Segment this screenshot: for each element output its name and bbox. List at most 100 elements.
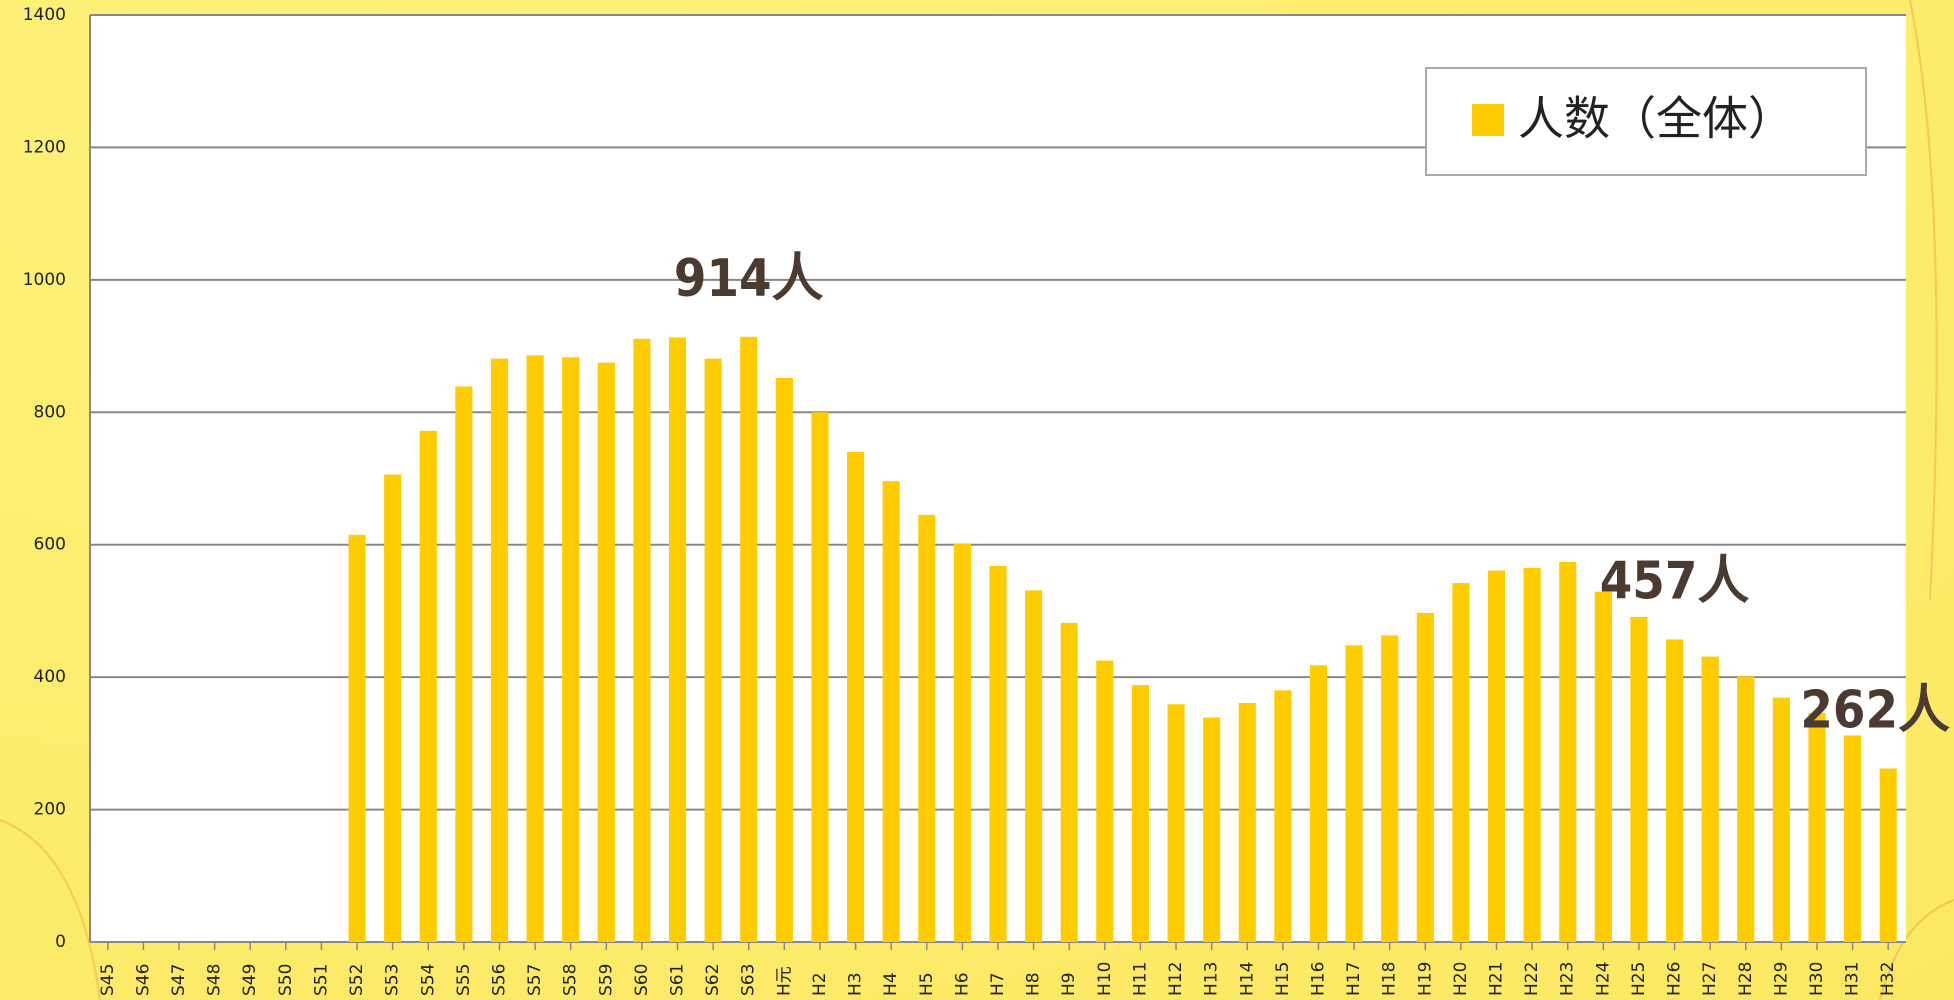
x-tick-label: H2: [810, 972, 830, 996]
x-tick-label: H18: [1380, 962, 1400, 996]
x-tick-label: H19: [1415, 962, 1435, 996]
x-tick-label: S49: [240, 964, 260, 996]
bar: [740, 336, 758, 943]
bar: [490, 358, 509, 943]
bar: [1630, 616, 1648, 942]
x-tick-label: S52: [347, 964, 367, 996]
x-tick-label: H17: [1344, 962, 1364, 996]
y-tick-label: 0: [55, 932, 66, 952]
x-tick-label: S51: [311, 964, 331, 996]
bar: [1523, 567, 1541, 942]
x-tick-label: H25: [1629, 962, 1649, 996]
y-tick-label: 1400: [23, 5, 66, 25]
bar: [1381, 635, 1399, 942]
x-tick-label: S45: [98, 964, 118, 996]
bar: [1772, 697, 1790, 942]
y-tick-label: 200: [34, 800, 66, 820]
bar: [348, 534, 366, 942]
x-tick-label: S57: [525, 964, 545, 996]
x-tick-label: S63: [739, 964, 759, 996]
x-tick-label: S47: [169, 964, 189, 996]
x-tick-label: H22: [1522, 962, 1542, 996]
y-tick-label: 600: [34, 535, 66, 555]
x-tick-label: H6: [952, 972, 972, 996]
bar: [562, 357, 580, 942]
bar: [775, 377, 793, 943]
x-tick-label: S54: [418, 964, 438, 996]
bar: [1737, 676, 1755, 942]
bar: [1452, 583, 1470, 942]
legend-label: 人数（全体）: [1518, 92, 1794, 146]
x-tick-label: H20: [1451, 962, 1471, 996]
x-tick-label: S62: [703, 964, 723, 996]
y-tick-label: 800: [34, 402, 66, 422]
bar: [1416, 612, 1434, 942]
bar: [847, 452, 865, 942]
x-tick-label: H9: [1059, 972, 1079, 996]
bar: [419, 430, 437, 942]
x-tick-label: H3: [846, 972, 866, 996]
x-tick-label: S59: [596, 964, 616, 996]
bar: [882, 481, 900, 942]
y-tick-label: 1000: [23, 270, 66, 290]
x-tick-label: H12: [1166, 962, 1186, 996]
x-tick-label: H10: [1095, 962, 1115, 996]
bar: [597, 362, 615, 942]
bar: [1060, 622, 1078, 942]
x-tick-label: H21: [1487, 962, 1507, 996]
x-tick-label: H8: [1024, 972, 1044, 996]
bar: [704, 358, 722, 943]
x-tick-label: S48: [205, 964, 225, 996]
value-label: 914人: [674, 249, 824, 309]
bar: [1345, 645, 1363, 942]
x-tick-label: H5: [917, 972, 937, 996]
x-tick-label: H11: [1130, 962, 1150, 996]
bar: [1701, 656, 1719, 942]
bar: [384, 474, 402, 942]
x-tick-label: S50: [276, 964, 296, 996]
value-label: 262人: [1800, 681, 1950, 741]
bar: [1096, 660, 1114, 942]
bar: [633, 338, 651, 943]
x-tick-label: S56: [489, 964, 509, 996]
bar: [1666, 639, 1684, 942]
bar: [953, 543, 971, 942]
value-label: 457人: [1600, 551, 1750, 611]
bar: [1203, 717, 1221, 942]
x-tick-label: H30: [1807, 962, 1827, 996]
bar: [1559, 561, 1577, 942]
x-tick-label: H16: [1308, 962, 1328, 996]
bar: [1309, 665, 1328, 942]
bar: [668, 337, 687, 942]
x-tick-label: H4: [881, 972, 901, 996]
x-tick-label: H23: [1558, 962, 1578, 996]
legend-swatch: [1472, 104, 1504, 136]
x-tick-label: H24: [1593, 962, 1613, 996]
x-tick-label: H15: [1273, 962, 1293, 996]
x-tick-label: H7: [988, 972, 1008, 996]
bar: [811, 412, 829, 942]
x-tick-label: H13: [1202, 962, 1222, 996]
bar: [1487, 570, 1506, 942]
bar: [1844, 735, 1862, 942]
bar: [1274, 690, 1292, 942]
x-tick-label: S61: [668, 964, 688, 996]
y-tick-label: 400: [34, 667, 66, 687]
bar: [918, 514, 936, 942]
bar: [455, 386, 473, 942]
bar: [1131, 685, 1149, 942]
bar: [1879, 768, 1897, 942]
bar: [1808, 712, 1826, 942]
x-tick-label: S53: [383, 964, 403, 996]
x-tick-label: S58: [561, 964, 581, 996]
x-tick-label: H31: [1843, 962, 1863, 996]
x-tick-label: H26: [1665, 962, 1685, 996]
x-tick-label: H28: [1736, 962, 1756, 996]
x-tick-label: S55: [454, 964, 474, 996]
x-tick-label: H32: [1878, 962, 1898, 996]
x-tick-label: H29: [1771, 962, 1791, 996]
bar: [989, 565, 1007, 942]
x-tick-label: H元: [774, 966, 794, 996]
bar: [1167, 704, 1185, 942]
